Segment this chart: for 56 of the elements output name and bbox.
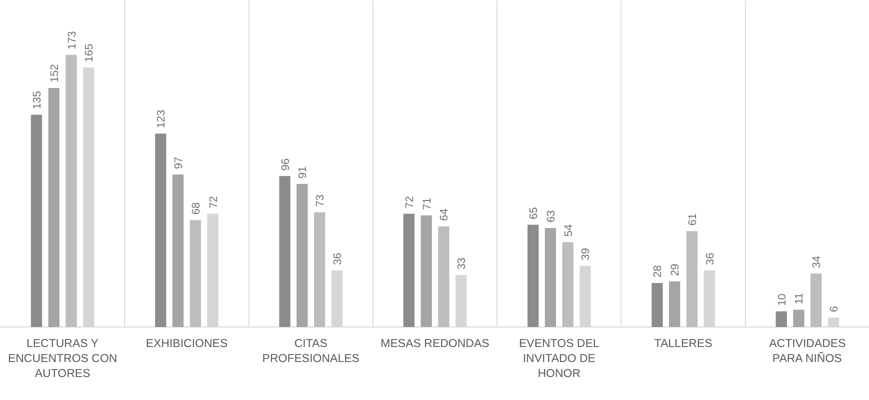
bar xyxy=(669,281,680,328)
x-tick-label: ACTIVIDADES PARA NIÑOS xyxy=(769,338,846,365)
x-tick-label: CITAS PROFESIONALES xyxy=(262,338,360,365)
x-tick-label: TALLERES xyxy=(654,338,713,350)
data-label: 39 xyxy=(580,248,592,260)
data-label: 135 xyxy=(32,90,44,110)
bar xyxy=(544,228,556,328)
data-label: 61 xyxy=(686,213,699,226)
data-label: 11 xyxy=(794,292,806,304)
bar xyxy=(30,114,42,328)
data-label: 73 xyxy=(314,194,327,207)
data-label: 6 xyxy=(828,306,840,312)
bar xyxy=(527,224,539,328)
data-label: 65 xyxy=(528,207,540,220)
bar xyxy=(190,220,201,328)
bar xyxy=(420,215,432,328)
x-tick-label: EVENTOS DEL INVITADO DE HONOR xyxy=(518,338,600,380)
data-label: 28 xyxy=(652,265,664,278)
bar xyxy=(793,310,804,328)
bar xyxy=(810,274,822,328)
data-label: 36 xyxy=(332,252,344,265)
bar xyxy=(66,54,77,328)
data-label: 165 xyxy=(84,44,96,62)
data-label: 123 xyxy=(156,110,168,128)
x-tick-label: MESAS REDONDAS xyxy=(380,338,490,350)
x-tick-label: LECTURAS Y ENCUENTROS CON AUTORES xyxy=(8,338,118,380)
data-label: 63 xyxy=(545,210,558,222)
data-label: 36 xyxy=(704,252,716,265)
bar xyxy=(652,282,663,328)
bar xyxy=(403,214,415,328)
data-label: 33 xyxy=(456,257,468,270)
data-label: 152 xyxy=(48,64,61,83)
data-label: 173 xyxy=(66,31,78,50)
data-label: 97 xyxy=(173,156,186,170)
bar xyxy=(172,174,184,328)
bar xyxy=(296,184,308,328)
bar xyxy=(562,242,574,328)
bar xyxy=(155,134,166,328)
bar xyxy=(314,212,326,328)
bar xyxy=(48,88,60,328)
data-label: 72 xyxy=(208,196,220,208)
bar xyxy=(776,311,787,328)
data-label: 34 xyxy=(811,256,824,268)
data-label: 54 xyxy=(562,224,575,237)
bar xyxy=(438,226,450,328)
data-label: 68 xyxy=(190,202,202,215)
data-label: 91 xyxy=(297,166,310,178)
data-label: 10 xyxy=(776,294,788,306)
data-label: 96 xyxy=(280,158,292,171)
data-label: 64 xyxy=(438,208,451,221)
bar xyxy=(686,231,698,328)
data-label: 71 xyxy=(421,198,434,210)
x-tick-label: EXHIBICIONES xyxy=(146,338,228,350)
bar xyxy=(279,176,290,328)
data-label: 29 xyxy=(670,264,682,276)
data-label: 72 xyxy=(404,196,416,208)
